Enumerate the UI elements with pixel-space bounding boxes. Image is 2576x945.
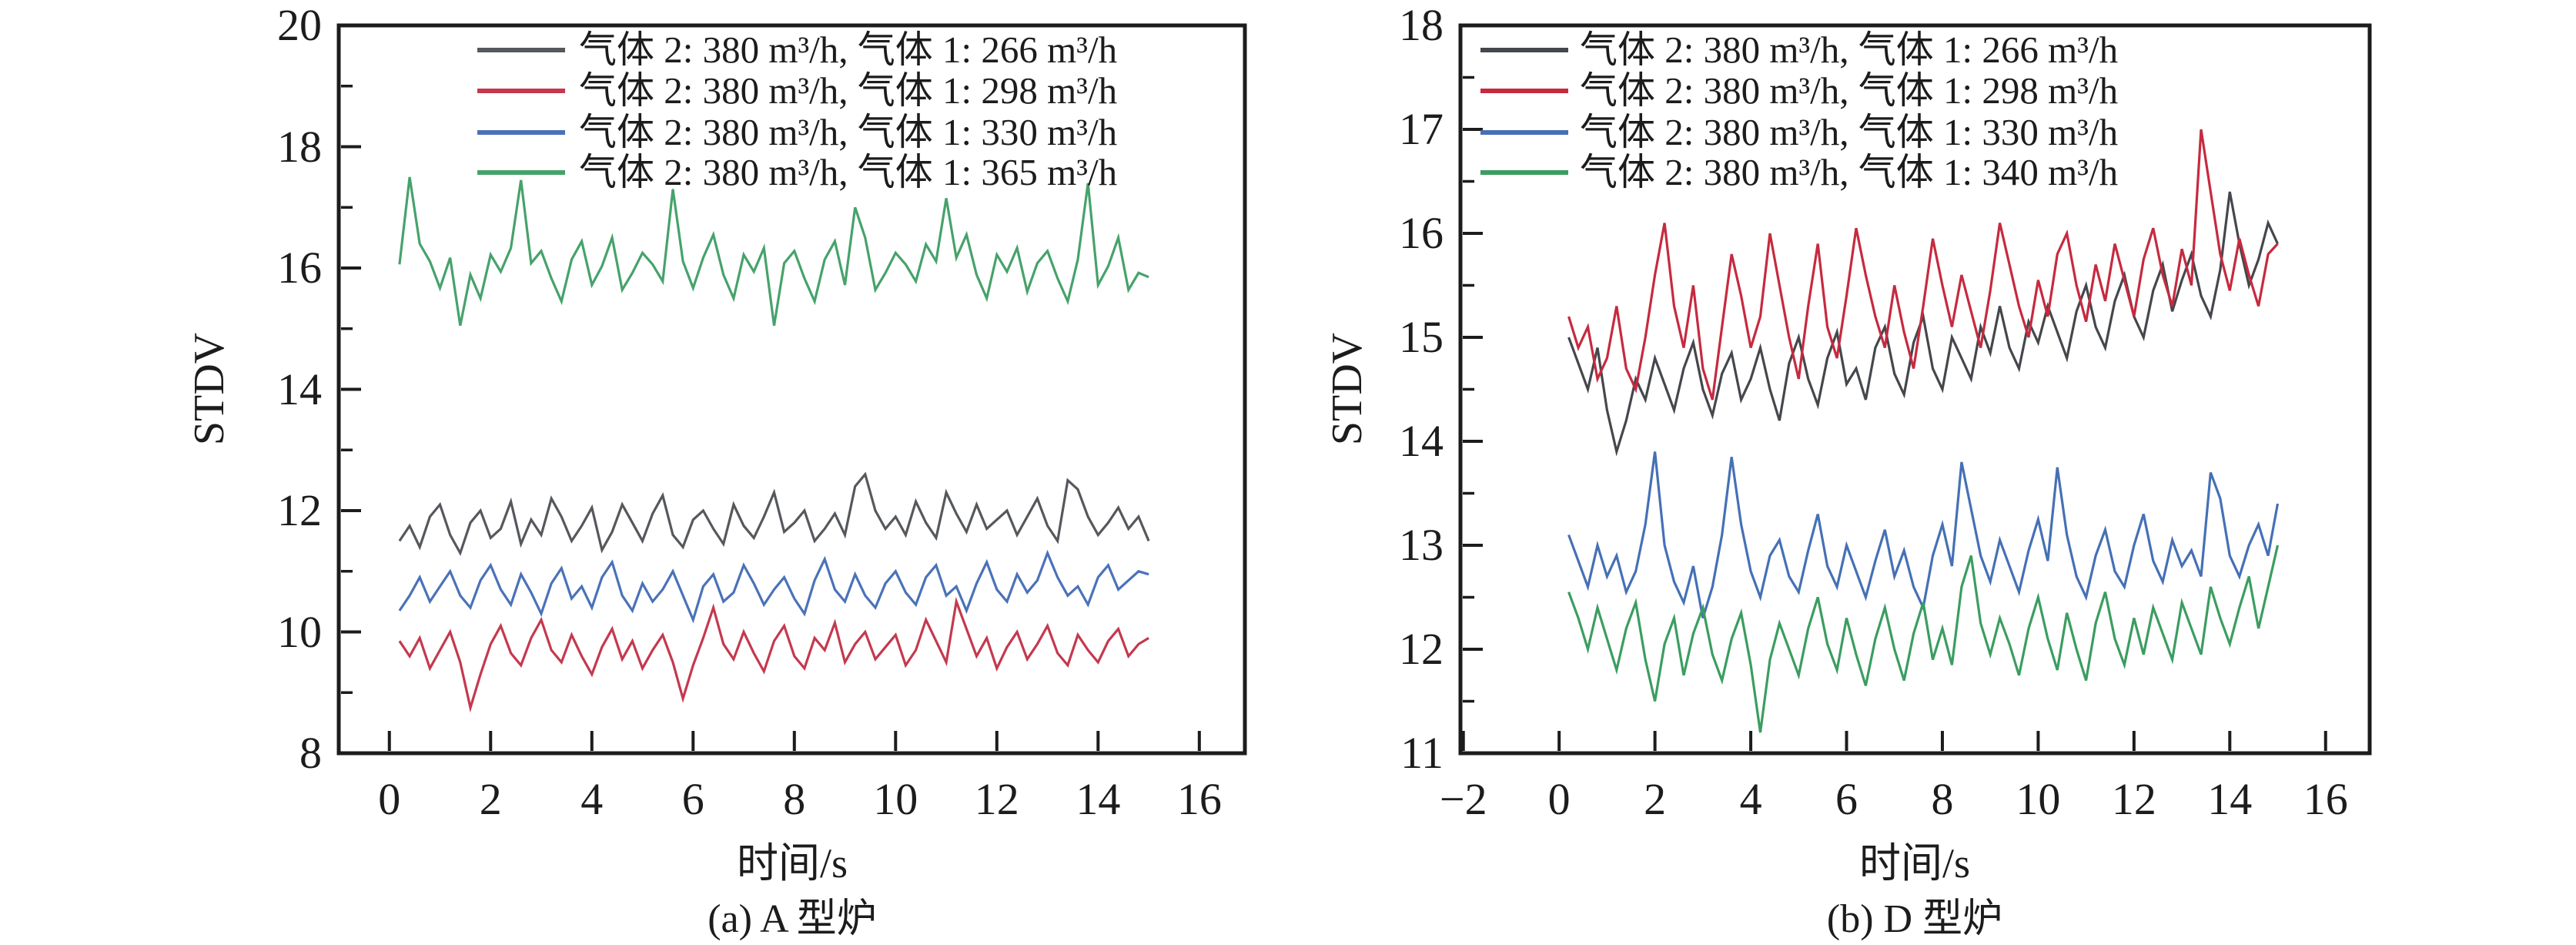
- x-tick-label: 14: [1076, 774, 1121, 824]
- legend-key-3: [477, 170, 565, 175]
- legend-label-1: 气体 2: 380 m³/h, 气体 1: 298 m³/h: [579, 69, 1118, 112]
- panel-a-x-axis-label: 时间/s: [736, 840, 848, 886]
- panel-a-caption: (a) A 型炉: [708, 897, 877, 941]
- y-tick-label: 14: [277, 364, 322, 414]
- legend-key-2: [477, 130, 565, 135]
- y-tick-label: 18: [277, 121, 322, 172]
- legend-key-1: [477, 89, 565, 93]
- y-tick-label: 18: [1399, 0, 1444, 50]
- x-tick-label: 6: [1835, 774, 1858, 824]
- y-tick-label: 15: [1399, 312, 1444, 362]
- x-tick-label: 0: [1547, 774, 1571, 824]
- x-tick-label: 8: [1931, 774, 1954, 824]
- y-tick-label: 16: [277, 243, 322, 293]
- series-line-2: [1567, 451, 2280, 618]
- x-tick-label: 14: [2207, 774, 2253, 824]
- y-tick-label: 20: [277, 0, 322, 50]
- x-tick-label: 12: [2111, 774, 2156, 824]
- y-tick-label: 10: [277, 606, 322, 657]
- x-tick-label: 16: [2303, 774, 2348, 824]
- series-line-0: [1567, 191, 2279, 457]
- legend-key-1: [1480, 89, 1568, 93]
- y-tick-label: 8: [299, 728, 322, 778]
- y-tick-label: 13: [1399, 520, 1444, 570]
- legend-label-2: 气体 2: 380 m³/h, 气体 1: 330 m³/h: [1580, 111, 2119, 153]
- series-line-0: [398, 471, 1150, 557]
- x-tick-label: 4: [1739, 774, 1762, 824]
- legend-label-0: 气体 2: 380 m³/h, 气体 1: 266 m³/h: [579, 28, 1118, 71]
- legend-label-1: 气体 2: 380 m³/h, 气体 1: 298 m³/h: [1580, 69, 2119, 112]
- legend-label-0: 气体 2: 380 m³/h, 气体 1: 266 m³/h: [1580, 28, 2119, 71]
- y-tick-label: 12: [277, 485, 322, 535]
- series-line-1: [1567, 129, 2279, 400]
- panel-b-y-axis-label: STDV: [1323, 332, 1371, 446]
- legend-label-2: 气体 2: 380 m³/h, 气体 1: 330 m³/h: [579, 111, 1118, 153]
- x-tick-label: 12: [974, 774, 1019, 824]
- x-tick-label: 2: [1644, 774, 1667, 824]
- panel-a-y-axis-label: STDV: [186, 332, 233, 446]
- series-line-1: [398, 596, 1149, 713]
- y-tick-label: 17: [1399, 104, 1444, 154]
- plot-border: [1458, 23, 2372, 756]
- legend-key-3: [1480, 170, 1568, 175]
- x-tick-label: −2: [1439, 774, 1487, 824]
- legend-key-0: [477, 48, 565, 52]
- panel-b-caption: (b) D 型炉: [1826, 897, 2003, 941]
- x-tick-label: 4: [580, 774, 604, 824]
- x-tick-label: 16: [1176, 774, 1222, 824]
- series-line-3: [398, 176, 1149, 327]
- plot-border: [336, 23, 1247, 756]
- x-tick-label: 2: [479, 774, 502, 824]
- x-tick-label: 6: [681, 774, 704, 824]
- legend-key-2: [1480, 130, 1568, 135]
- x-tick-label: 10: [2016, 774, 2061, 824]
- y-tick-label: 12: [1399, 624, 1444, 674]
- legend-label-3: 气体 2: 380 m³/h, 气体 1: 365 m³/h: [579, 151, 1118, 193]
- y-tick-label: 11: [1400, 728, 1444, 778]
- legend-label-3: 气体 2: 380 m³/h, 气体 1: 340 m³/h: [1580, 151, 2119, 193]
- y-tick-label: 14: [1399, 416, 1444, 466]
- y-tick-label: 16: [1399, 208, 1444, 258]
- series-line-2: [398, 549, 1149, 624]
- x-tick-label: 10: [873, 774, 918, 824]
- series-line-3: [1567, 545, 2280, 733]
- legend-key-0: [1480, 48, 1568, 52]
- x-tick-label: 8: [783, 774, 806, 824]
- panel-b-x-axis-label: 时间/s: [1858, 840, 1971, 886]
- x-tick-label: 0: [378, 774, 401, 824]
